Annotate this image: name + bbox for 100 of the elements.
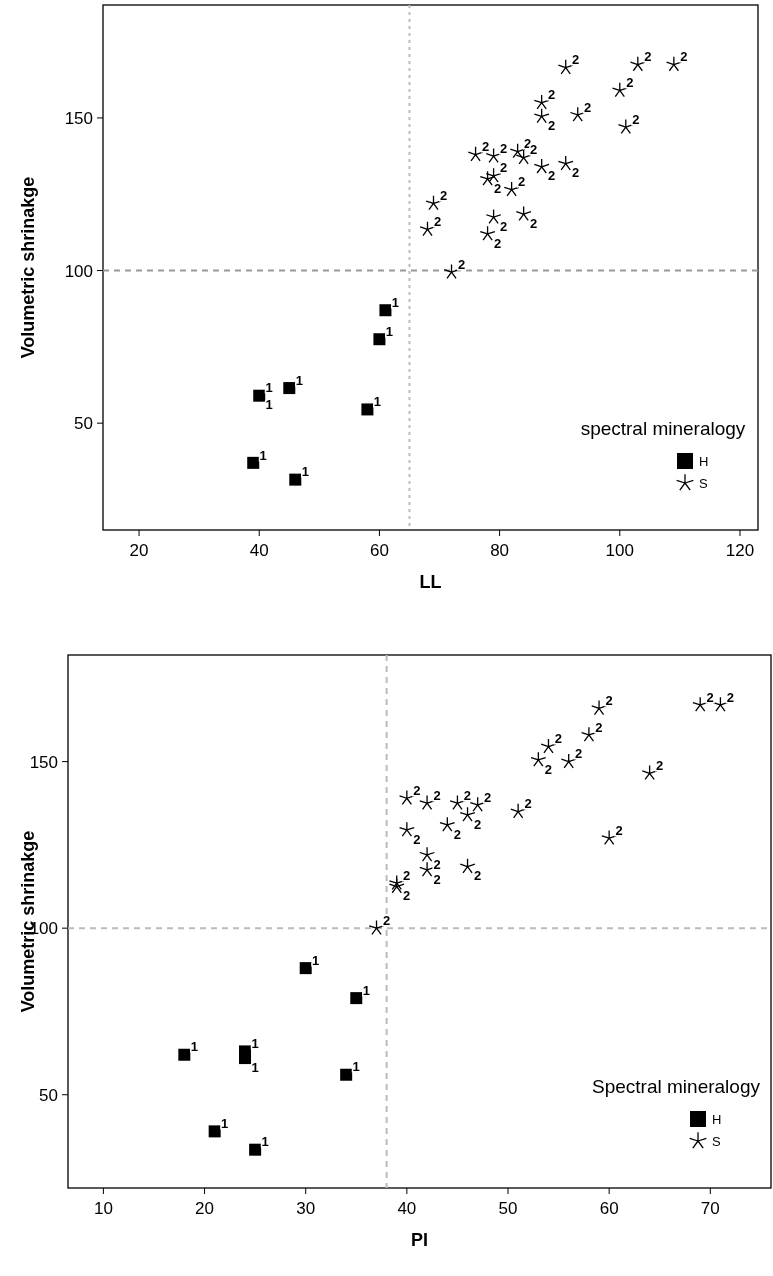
annotation: 1	[373, 394, 382, 410]
point	[509, 143, 526, 159]
point	[398, 821, 415, 837]
point	[503, 181, 520, 197]
x-tick-label: 50	[498, 1199, 518, 1218]
annotation: 2	[544, 761, 552, 777]
annotation: 2	[572, 165, 580, 181]
annotation: 1	[251, 1036, 259, 1052]
point	[467, 146, 484, 162]
point	[398, 789, 415, 806]
annotation: 1	[391, 294, 400, 310]
point	[350, 992, 363, 1005]
annotation: 2	[499, 140, 508, 156]
annotation: 2	[518, 174, 526, 190]
x-axis-title: PI	[410, 1230, 429, 1250]
point	[289, 473, 302, 486]
y-tick-label: 100	[64, 261, 93, 281]
annotation: 2	[413, 831, 421, 847]
annotation: 1	[221, 1116, 229, 1132]
annotation: 2	[463, 787, 472, 803]
x-tick-label: 20	[195, 1199, 215, 1218]
annotation: 2	[433, 214, 442, 230]
annotation: 2	[680, 49, 688, 65]
point	[479, 170, 496, 186]
y-tick-label: 150	[29, 752, 58, 772]
point	[533, 108, 550, 124]
annotation: 1	[362, 982, 370, 998]
point	[557, 155, 574, 171]
annotation: 2	[726, 689, 735, 705]
point	[247, 456, 260, 469]
annotation: 1	[352, 1059, 360, 1075]
annotation: 2	[413, 782, 421, 798]
point	[419, 846, 436, 862]
annotation: 2	[575, 746, 583, 762]
point	[253, 389, 266, 402]
annotation: 1	[261, 1134, 269, 1150]
x-tick-label: 70	[700, 1199, 720, 1218]
point	[469, 796, 486, 812]
point	[208, 1125, 221, 1138]
point	[530, 751, 547, 767]
annotation: 2	[548, 87, 556, 103]
point	[569, 106, 586, 122]
point	[629, 56, 646, 72]
annotation: 1	[190, 1039, 198, 1055]
legend-label: S	[699, 476, 708, 491]
annotation: 2	[453, 826, 461, 842]
legend-title: Spectral mineralogy	[592, 1076, 761, 1097]
annotation: 1	[385, 323, 394, 339]
x-tick-label: 60	[599, 1199, 619, 1218]
legend-title: spectral mineralogy	[580, 418, 746, 439]
legend-label: H	[699, 454, 709, 469]
annotation: 2	[403, 888, 411, 904]
point	[249, 1143, 262, 1156]
legend-label: S	[712, 1134, 721, 1149]
annotation: 1	[265, 397, 273, 413]
point	[611, 82, 628, 98]
annotation: 1	[251, 1059, 259, 1075]
annotation: 2	[499, 218, 508, 234]
annotation: 2	[632, 111, 640, 127]
annotation: 2	[615, 822, 623, 838]
annotation: 2	[433, 871, 441, 887]
annotation: 2	[493, 180, 502, 196]
annotation: 2	[656, 757, 664, 773]
annotation: 1	[301, 464, 309, 480]
annotation: 2	[605, 692, 613, 708]
point	[557, 59, 574, 75]
annotation: 2	[473, 816, 482, 832]
point	[361, 403, 374, 416]
legend-label: H	[712, 1112, 722, 1127]
x-tick-label: 60	[369, 541, 389, 560]
point	[479, 225, 496, 241]
y-tick-label: 150	[64, 108, 93, 128]
point	[515, 205, 532, 221]
x-axis-title: LL	[419, 572, 442, 592]
x-tick-label: 30	[296, 1199, 316, 1218]
annotation: 2	[524, 136, 532, 152]
point	[459, 858, 476, 874]
x-tick-label: 120	[725, 541, 755, 560]
point	[459, 806, 476, 822]
annotation: 1	[295, 372, 303, 388]
x-tick-label: 40	[249, 541, 269, 560]
point	[178, 1048, 191, 1061]
point	[560, 753, 577, 769]
point	[283, 382, 296, 395]
point	[485, 167, 502, 183]
x-tick-label: 20	[129, 541, 149, 560]
annotation: 2	[554, 731, 563, 747]
point	[299, 962, 312, 975]
annotation: 1	[312, 952, 320, 968]
point	[617, 118, 634, 134]
point	[533, 158, 550, 174]
annotation: 2	[484, 789, 492, 805]
point	[515, 149, 532, 165]
annotation: 2	[530, 142, 538, 158]
x-tick-label: 100	[605, 541, 634, 560]
annotation: 2	[706, 689, 714, 705]
annotation: 2	[595, 719, 603, 735]
annotation: 2	[548, 168, 556, 184]
point	[373, 333, 386, 346]
annotation: 2	[457, 256, 466, 272]
